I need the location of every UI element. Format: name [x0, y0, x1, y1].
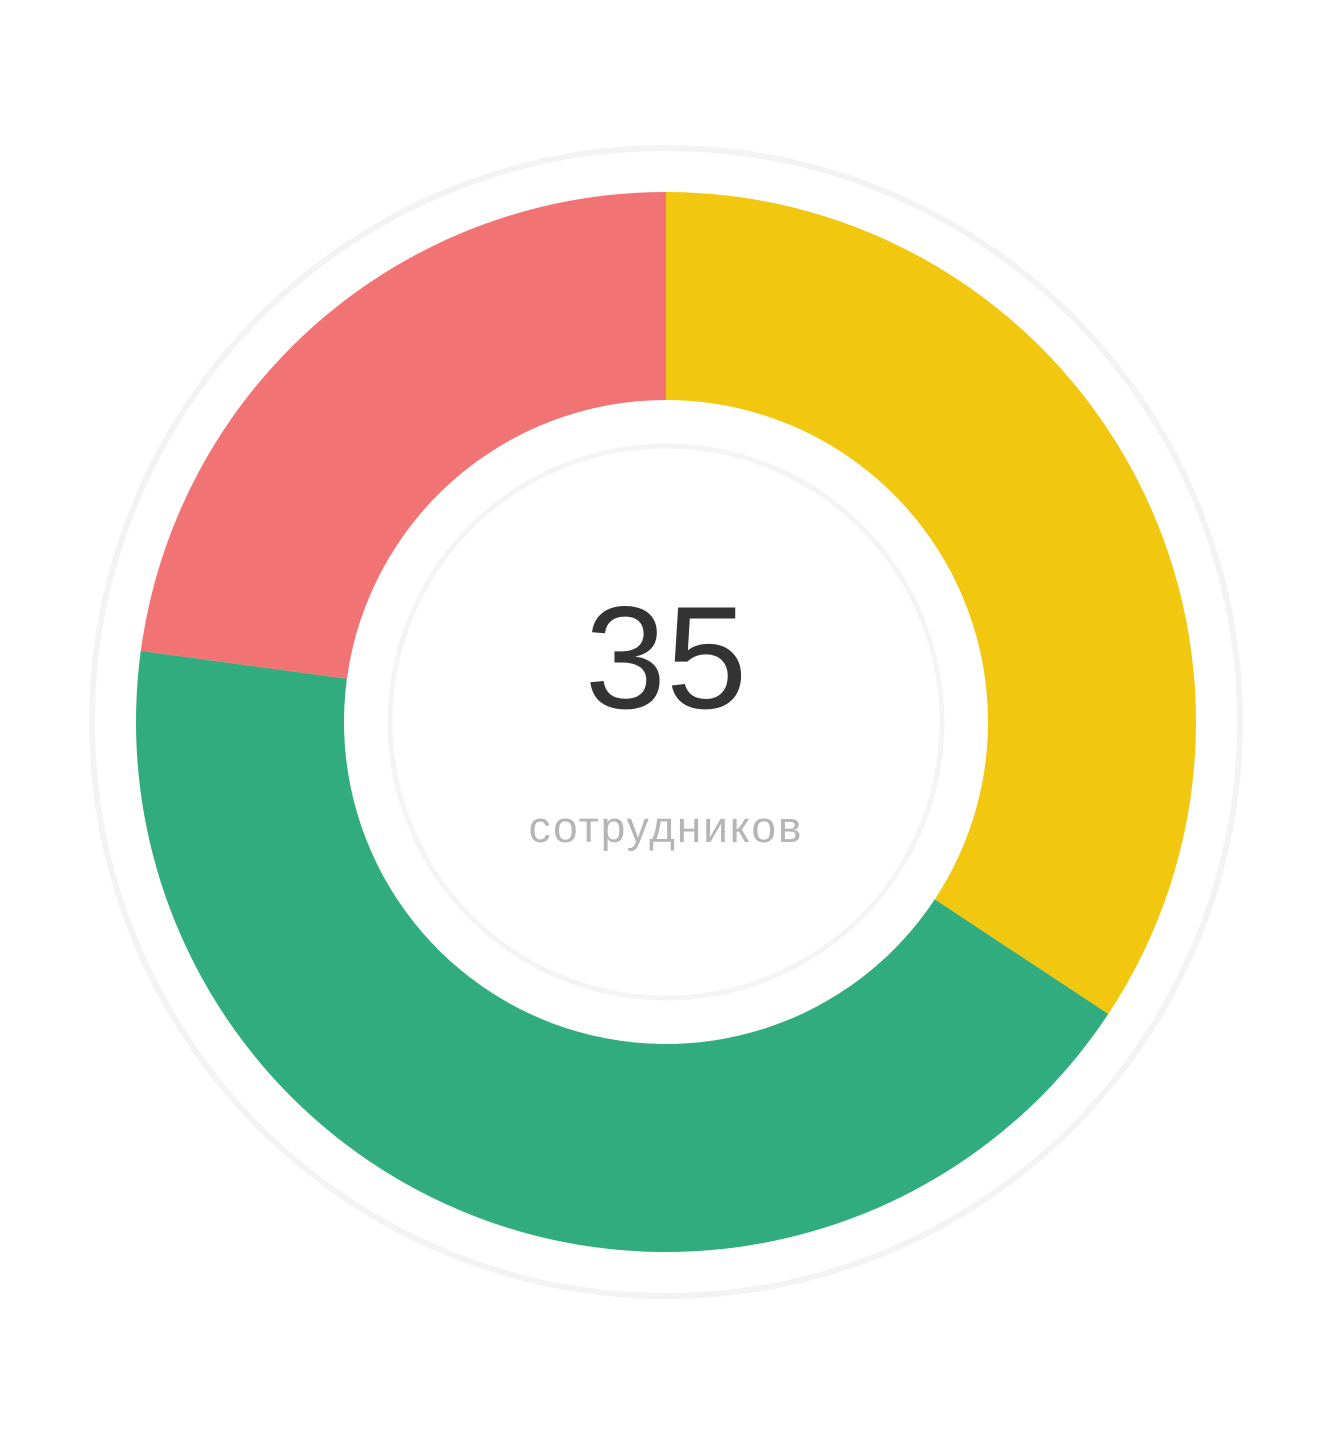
outer-halo-ring	[89, 145, 1243, 1299]
donut-slice-3[interactable]	[140, 192, 666, 679]
inner-halo-ring	[387, 443, 945, 1001]
donut-slices	[135, 192, 1197, 1252]
total-count: 35	[585, 576, 747, 739]
donut-slice-1[interactable]	[666, 192, 1197, 1014]
donut-slice-2[interactable]	[135, 650, 1109, 1252]
total-caption: сотрудников	[529, 803, 804, 852]
